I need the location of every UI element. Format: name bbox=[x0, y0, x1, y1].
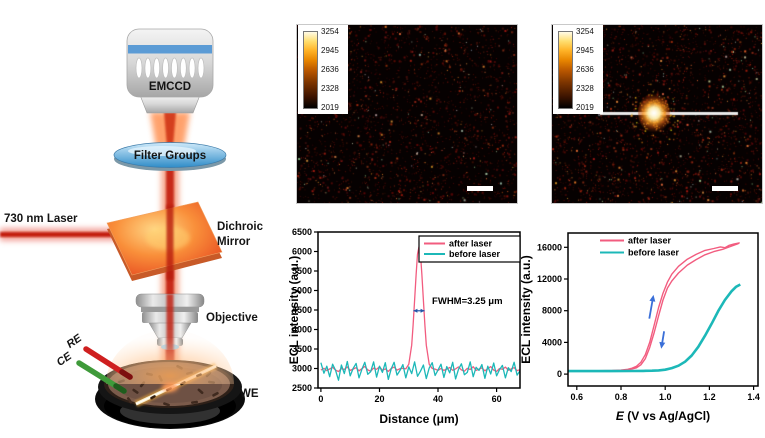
y-axis-label: ECL intensity (a.u.) bbox=[288, 256, 301, 364]
colorbar-gradient bbox=[303, 31, 318, 109]
x-tick-label: 0.6 bbox=[571, 392, 584, 402]
y-tick-label: 0 bbox=[557, 369, 562, 379]
x-tick-label: 1.2 bbox=[703, 392, 716, 402]
y-tick-label: 3500 bbox=[292, 344, 312, 354]
objective-label: Objective bbox=[206, 312, 258, 324]
plot-frame bbox=[567, 232, 759, 387]
emccd-camera: EMCCD bbox=[126, 28, 214, 114]
fwhm-annotation: FWHM=3.25 μm bbox=[432, 296, 502, 307]
ecl-image-after-laser: 3254 2945 2636 2328 2019 bbox=[552, 25, 762, 203]
plot-frame bbox=[317, 231, 521, 389]
y-axis-label: ECL intensity (a.u.) bbox=[519, 255, 533, 363]
legend-label: before laser bbox=[449, 249, 501, 259]
colorbar-tick: 2945 bbox=[576, 45, 594, 55]
y-tick-label: 5000 bbox=[292, 286, 312, 296]
laser-label: 730 nm Laser bbox=[4, 213, 78, 225]
y-tick-label: 16000 bbox=[537, 242, 562, 252]
y-tick-label: 6000 bbox=[292, 247, 312, 257]
fwhm-arrow-head bbox=[420, 308, 425, 313]
y-tick-label: 6500 bbox=[292, 227, 312, 237]
scale-bar bbox=[467, 186, 493, 191]
x-tick-label: 1.4 bbox=[747, 392, 760, 402]
legend-label: after laser bbox=[628, 236, 672, 246]
colorbar-tick: 2636 bbox=[576, 64, 594, 74]
series-after-laser bbox=[568, 242, 740, 372]
series-before-laser bbox=[320, 360, 520, 381]
camera-mount bbox=[139, 94, 201, 114]
x-axis-label: E (V vs Ag/AgCl) bbox=[616, 409, 710, 423]
laser-beam-horizontal bbox=[0, 228, 120, 241]
x-tick-label: 20 bbox=[374, 394, 384, 404]
solution-dome bbox=[106, 330, 234, 384]
legend-label: before laser bbox=[628, 248, 680, 258]
legend-label: after laser bbox=[449, 239, 493, 249]
ce-label: CE bbox=[55, 350, 75, 369]
x-tick-label: 60 bbox=[492, 394, 502, 404]
colorbar-tick: 2328 bbox=[576, 83, 594, 93]
emccd-label: EMCCD bbox=[149, 81, 191, 93]
x-tick-label: 0.8 bbox=[615, 392, 628, 402]
x-tick-label: 0 bbox=[318, 394, 323, 404]
y-tick-label: 4000 bbox=[542, 337, 562, 347]
ecl-image-before-laser: 3254 2945 2636 2328 2019 bbox=[297, 25, 517, 203]
filter-groups-label: Filter Groups bbox=[134, 150, 206, 162]
dichroic-mirror-label-line1: Dichroic bbox=[217, 221, 264, 233]
y-tick-label: 4000 bbox=[292, 325, 312, 335]
colorbar-tick: 2019 bbox=[576, 102, 594, 112]
scan-direction-arrow bbox=[648, 299, 654, 319]
y-tick-label: 8000 bbox=[542, 306, 562, 316]
legend-box bbox=[418, 235, 521, 263]
beam-core bbox=[164, 112, 176, 147]
scan-arrow-head bbox=[649, 294, 656, 302]
lens-highlight bbox=[128, 146, 196, 156]
colorbar-tick: 2636 bbox=[321, 64, 339, 74]
ce-electrode bbox=[76, 360, 127, 394]
camera-blue-stripe bbox=[128, 45, 212, 54]
scale-bar bbox=[712, 186, 738, 191]
dichroic-mirror bbox=[106, 201, 223, 281]
emission-beam bbox=[150, 112, 190, 147]
beam-impact-glow bbox=[162, 382, 178, 392]
y-tick-label: 5500 bbox=[292, 266, 312, 276]
y-tick-label: 3000 bbox=[292, 364, 312, 374]
colorbar-tick: 3254 bbox=[576, 26, 594, 36]
optical-setup-schematic: EMCCD Filter Groups bbox=[0, 28, 264, 429]
x-axis-label: Distance (μm) bbox=[379, 412, 458, 426]
re-label: RE bbox=[65, 332, 85, 351]
x-tick-label: 1.0 bbox=[659, 392, 672, 402]
y-tick-label: 12000 bbox=[537, 274, 562, 284]
colorbar-tick: 2019 bbox=[321, 102, 339, 112]
beam-core bbox=[0, 232, 116, 237]
line-profile-chart: 0 20 40 60 2500 3000 3500 4000 4500 5000 5500 6000 6… bbox=[288, 227, 521, 426]
fwhm-arrow-head bbox=[413, 308, 418, 313]
colorbar-tick: 2328 bbox=[321, 83, 339, 93]
dichroic-mirror-label-line2: Mirror bbox=[217, 236, 251, 248]
we-label: WE bbox=[240, 388, 259, 400]
re-electrode bbox=[83, 346, 133, 380]
colorbar-gradient bbox=[558, 31, 573, 109]
colorbar-tick: 2945 bbox=[321, 45, 339, 55]
series-before-laser bbox=[568, 283, 741, 373]
colorbar: 3254 2945 2636 2328 2019 bbox=[298, 25, 348, 114]
scan-direction-arrow bbox=[661, 331, 665, 344]
scan-arrow-head bbox=[659, 341, 666, 349]
colorbar: 3254 2945 2636 2328 2019 bbox=[553, 25, 603, 114]
camera-vents bbox=[135, 57, 205, 79]
x-tick-label: 40 bbox=[433, 394, 443, 404]
petri-dish bbox=[95, 330, 245, 429]
beam-over-mirror bbox=[166, 205, 174, 280]
filter-groups-lens: Filter Groups bbox=[113, 142, 227, 171]
series-after-laser bbox=[320, 246, 520, 373]
y-tick-label: 2500 bbox=[292, 383, 312, 393]
ecl-voltage-chart: 0.6 0.8 1.0 1.2 1.4 0 4000 8000 12000 16000 after … bbox=[519, 232, 760, 423]
y-tick-label: 4500 bbox=[292, 305, 312, 315]
colorbar-tick: 3254 bbox=[321, 26, 339, 36]
